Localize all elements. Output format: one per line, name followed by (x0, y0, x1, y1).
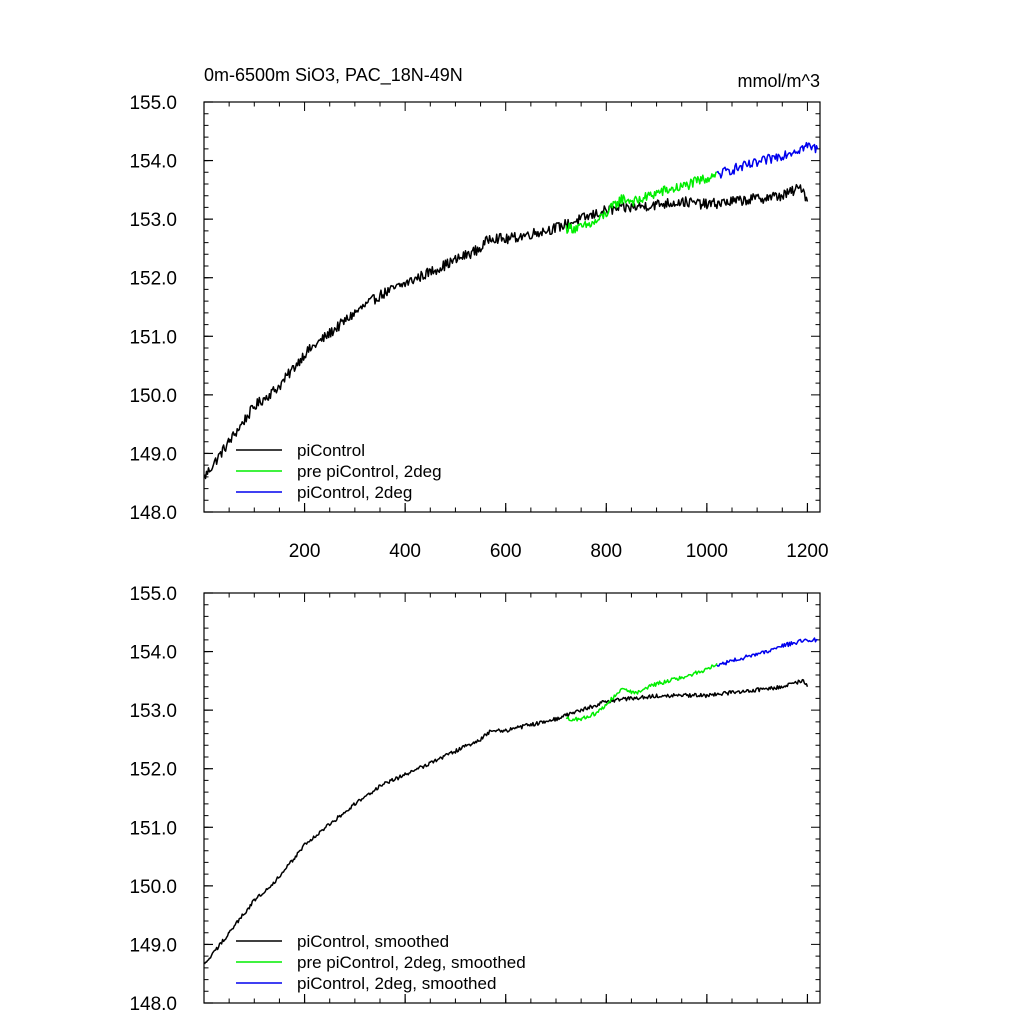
x-tick-label: 800 (590, 541, 622, 562)
chart-title: 0m-6500m SiO3, PAC_18N-49N (204, 65, 463, 86)
series-line-pre-picontrol-2deg (565, 171, 717, 234)
y-axis: 148.0 149.0 150.0 151.0 152.0 153.0 154.… (129, 93, 213, 524)
x-axis (303, 994, 809, 1003)
x-tick-label: 200 (289, 541, 321, 562)
y-tick-label: 152.0 (129, 760, 177, 781)
y-tick-label: 149.0 (129, 444, 177, 465)
legend-label: piControl, 2deg (297, 483, 412, 502)
plot-area (203, 141, 819, 480)
y-tick-label: 154.0 (129, 152, 177, 173)
y-tick-label: 148.0 (129, 503, 177, 524)
y-tick-label: 151.0 (129, 327, 177, 348)
x-tick-label: 1000 (686, 541, 728, 562)
y-tick-label: 148.0 (129, 994, 177, 1015)
panel-bottom: 148.0 149.0 150.0 151.0 152.0 153.0 154.… (129, 584, 821, 1015)
x-tick-label: 1200 (786, 541, 828, 562)
series-line-picontrol-smoothed (203, 678, 809, 965)
y-tick-label: 155.0 (129, 584, 177, 605)
series-line-picontrol-2deg (716, 141, 819, 179)
series-line-pre-picontrol-2deg-smoothed (565, 662, 718, 722)
y-tick-label: 150.0 (129, 386, 177, 407)
legend-label: piControl, 2deg, smoothed (297, 974, 496, 993)
y-tick-label: 152.0 (129, 269, 177, 290)
x-tick-label: 600 (490, 541, 522, 562)
y-tick-label: 154.0 (129, 643, 177, 664)
legend: piControl pre piControl, 2deg piControl,… (236, 441, 442, 502)
legend-label: piControl, smoothed (297, 932, 449, 951)
legend: piControl, smoothed pre piControl, 2deg,… (236, 932, 526, 993)
series-line-picontrol (203, 183, 809, 480)
y-tick-label: 153.0 (129, 210, 177, 231)
legend-label: piControl (297, 441, 365, 460)
panel-top: 0m-6500m SiO3, PAC_18N-49N mmol/m^3 148.… (129, 65, 828, 562)
plot-frame (203, 101, 821, 513)
plot-frame (203, 592, 821, 1004)
y-tick-label: 153.0 (129, 701, 177, 722)
units-label: mmol/m^3 (738, 71, 820, 91)
y-tick-label: 151.0 (129, 818, 177, 839)
legend-label: pre piControl, 2deg, smoothed (297, 953, 526, 972)
y-axis: 148.0 149.0 150.0 151.0 152.0 153.0 154.… (129, 584, 213, 1015)
x-axis: 200 400 600 800 1000 1200 (289, 503, 829, 562)
series-line-picontrol-2deg-smoothed (716, 637, 818, 667)
y-tick-label: 150.0 (129, 877, 177, 898)
legend-label: pre piControl, 2deg (297, 462, 442, 481)
y-tick-label: 155.0 (129, 93, 177, 114)
plot-area (203, 637, 818, 965)
y-tick-label: 149.0 (129, 935, 177, 956)
x-tick-label: 400 (389, 541, 421, 562)
